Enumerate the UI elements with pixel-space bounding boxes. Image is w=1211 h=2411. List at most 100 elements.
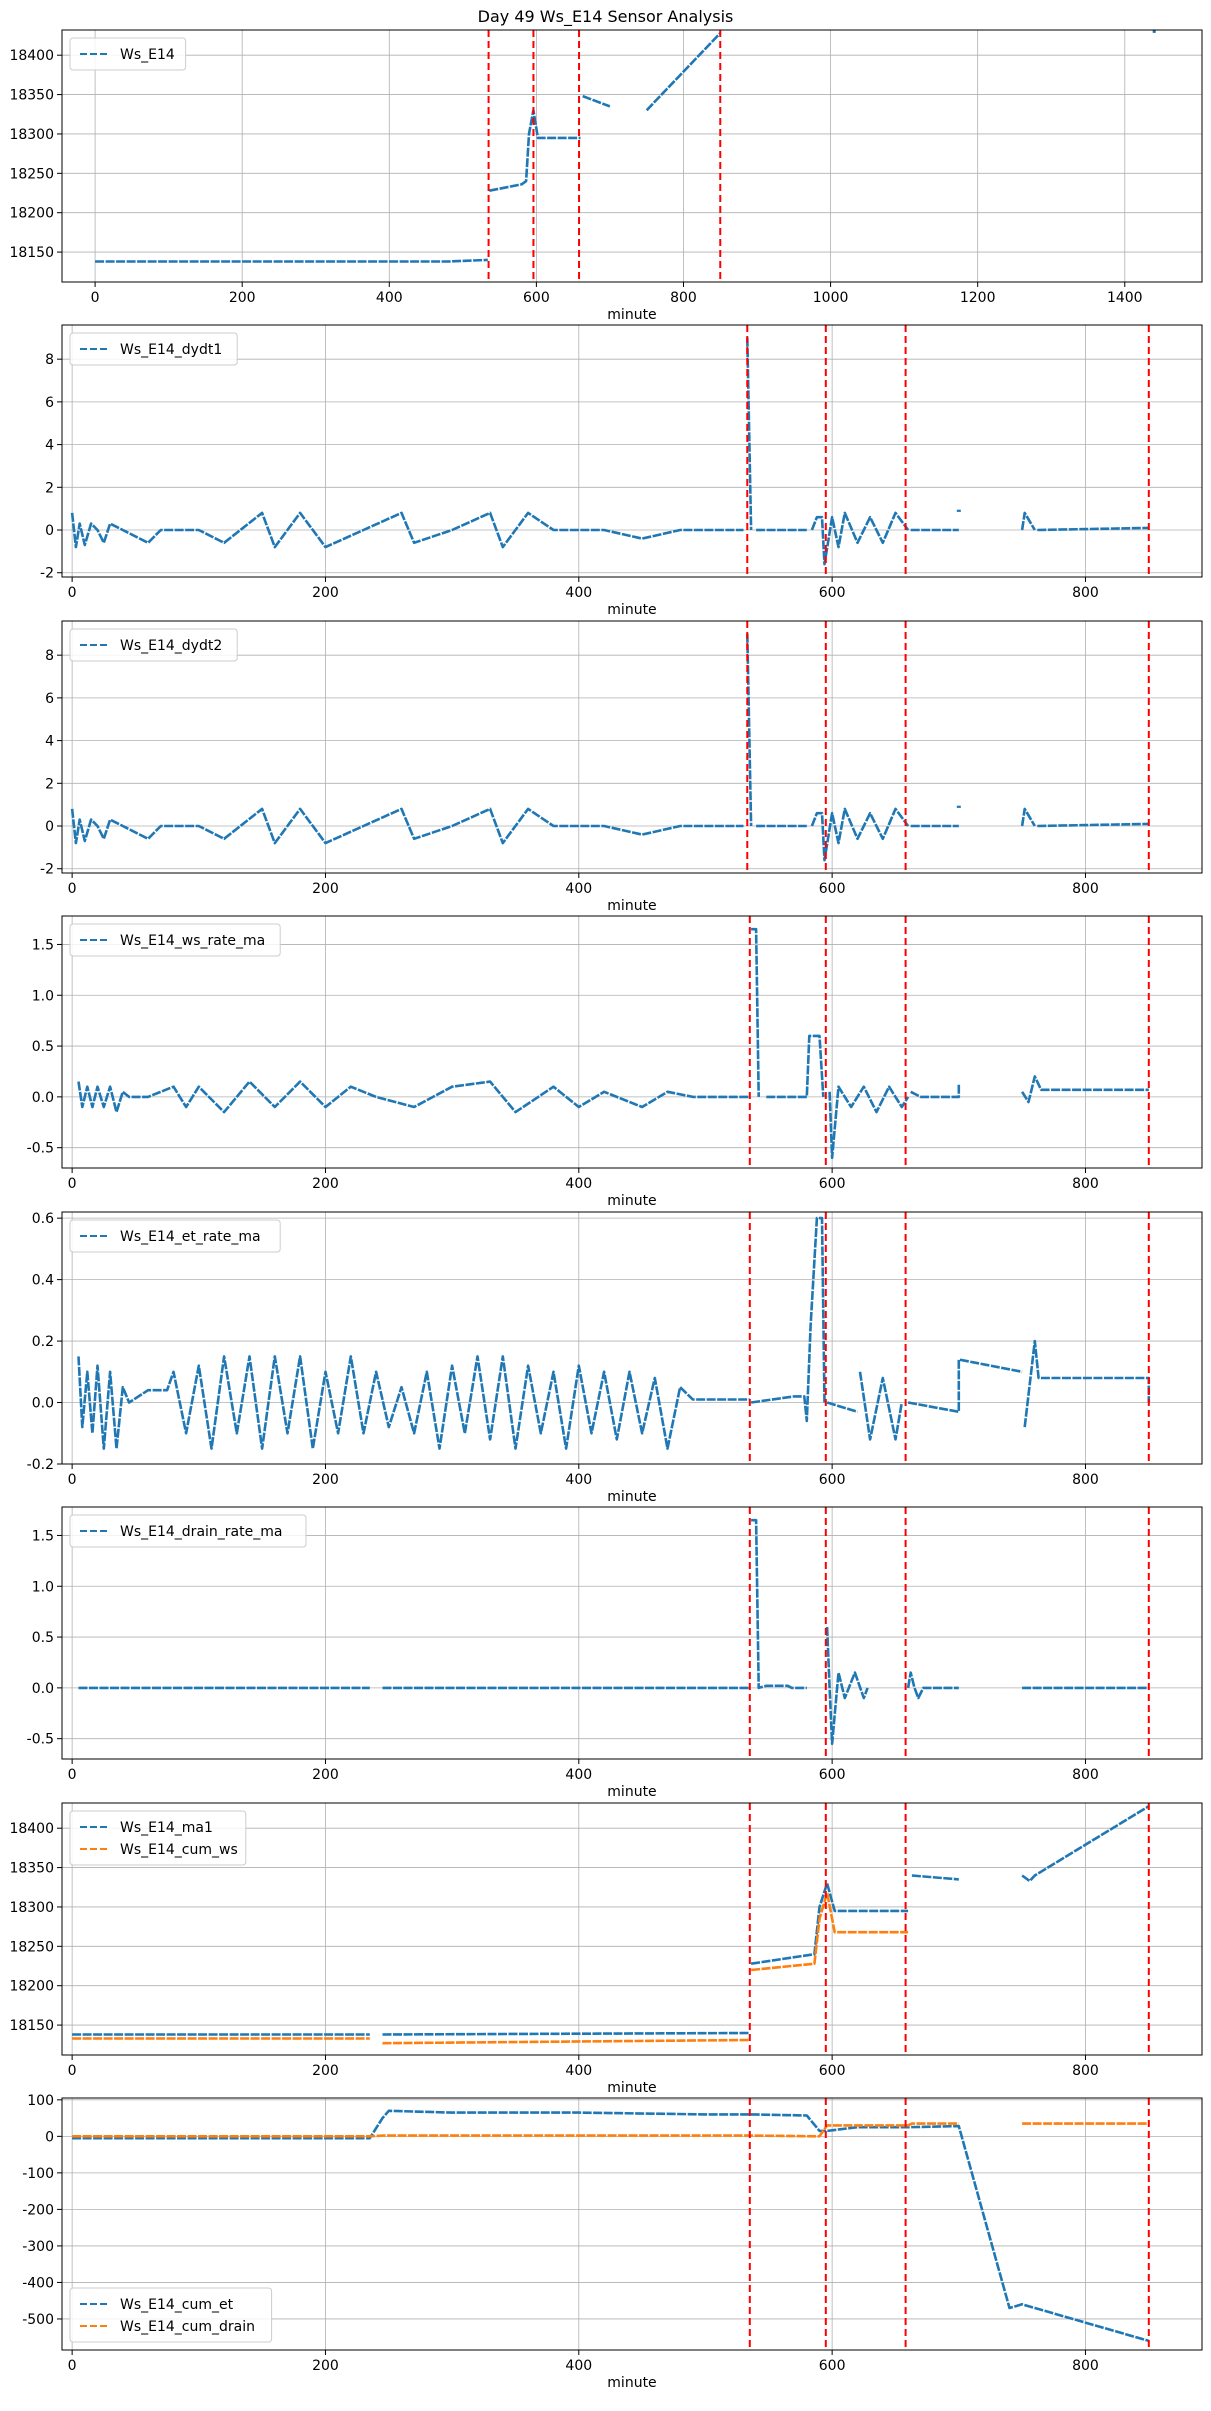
x-axis-label: minute bbox=[607, 1193, 656, 1209]
x-tick-label: 0 bbox=[68, 2063, 77, 2079]
legend: Ws_E14_dydt1 bbox=[69, 332, 238, 366]
x-tick-label: 0 bbox=[91, 290, 100, 306]
x-axis-label: minute bbox=[607, 2080, 656, 2096]
x-tick-label: 800 bbox=[1072, 2063, 1099, 2079]
y-tick-label: 0.0 bbox=[32, 1396, 54, 1412]
y-tick-label: 18400 bbox=[9, 1821, 54, 1837]
x-tick-label: 400 bbox=[565, 2063, 592, 2079]
x-tick-label: 1200 bbox=[960, 290, 996, 306]
x-tick-label: 400 bbox=[565, 585, 592, 601]
x-tick-label: 400 bbox=[565, 1176, 592, 1192]
series-1-line bbox=[858, 1371, 904, 1441]
y-tick-label: 0.5 bbox=[32, 1039, 54, 1055]
series-1-line bbox=[906, 1671, 959, 1700]
x-tick-label: 800 bbox=[1072, 2358, 1099, 2374]
y-tick-label: 0 bbox=[45, 819, 54, 835]
legend-box bbox=[69, 628, 238, 662]
legend-label: Ws_E14_cum_ws bbox=[120, 1842, 238, 1858]
y-tick-label: 100 bbox=[27, 2093, 54, 2109]
x-axis-label: minute bbox=[607, 1784, 656, 1800]
x-tick-label: 200 bbox=[312, 585, 339, 601]
panel-4: 0 200 400 600 800 -0.5 0.0 0.5 1.0 1.5 minute Ws_E1… bbox=[27, 915, 1203, 1209]
series-1-line bbox=[489, 109, 581, 192]
series-1-line bbox=[751, 927, 760, 1097]
series-1-line bbox=[77, 1080, 750, 1114]
y-tick-label: 0.0 bbox=[32, 1681, 54, 1697]
x-tick-label: 0 bbox=[68, 881, 77, 897]
panels: 0 200 400 600 800 1000 1200 1400181501820018250… bbox=[9, 29, 1203, 2391]
y-tick-label: 4 bbox=[45, 438, 54, 454]
y-tick-label: 1.0 bbox=[32, 988, 54, 1004]
legend-box bbox=[69, 37, 187, 71]
axes-frame bbox=[61, 2097, 1203, 2351]
x-tick-label: 200 bbox=[312, 881, 339, 897]
panel-7: 0 200 400 600 800 18150 18200 18250 18300 18350 18… bbox=[9, 1802, 1203, 2096]
series-1-line bbox=[95, 258, 488, 263]
axes-frame bbox=[61, 29, 1203, 283]
y-tick-label: -0.2 bbox=[27, 1457, 54, 1473]
series-1-line bbox=[810, 511, 910, 566]
axes-frame bbox=[61, 620, 1203, 874]
y-tick-label: 8 bbox=[45, 648, 54, 664]
series-1-line bbox=[72, 2109, 1150, 2343]
x-axis-label: minute bbox=[607, 2375, 656, 2391]
legend: Ws_E14_ma1 Ws_E14_cum_ws bbox=[69, 1810, 247, 1866]
panel-8: 0 200 400 600 800 -500 -400 -300 -200 -100 0 100 min… bbox=[22, 2093, 1203, 2391]
legend-label: Ws_E14 bbox=[120, 47, 175, 63]
y-tick-label: -300 bbox=[22, 2239, 54, 2255]
series-1-line bbox=[750, 1882, 909, 1965]
y-tick-label: 18300 bbox=[9, 1900, 54, 1916]
legend: Ws_E14_et_rate_ma bbox=[69, 1219, 281, 1253]
series-1-line bbox=[1023, 1339, 1151, 1428]
x-tick-label: 800 bbox=[1072, 1767, 1099, 1783]
series-1-line bbox=[1020, 807, 1036, 827]
series-1-line bbox=[70, 807, 744, 845]
y-tick-label: -0.5 bbox=[27, 1732, 54, 1748]
y-tick-label: 0.5 bbox=[32, 1630, 54, 1646]
x-tick-label: 400 bbox=[565, 1767, 592, 1783]
x-tick-label: 600 bbox=[819, 881, 846, 897]
x-tick-label: 200 bbox=[229, 290, 256, 306]
y-tick-label: 1.5 bbox=[32, 1528, 54, 1544]
x-tick-label: 200 bbox=[312, 2358, 339, 2374]
x-tick-label: 600 bbox=[819, 1472, 846, 1488]
y-tick-label: 18350 bbox=[9, 88, 54, 104]
x-tick-label: 800 bbox=[1072, 1176, 1099, 1192]
y-tick-label: 0.4 bbox=[32, 1273, 54, 1289]
series-1-line bbox=[750, 1216, 826, 1423]
x-tick-label: 400 bbox=[565, 1472, 592, 1488]
y-tick-label: -400 bbox=[22, 2275, 54, 2291]
x-tick-label: 0 bbox=[68, 2358, 77, 2374]
axes-frame bbox=[61, 1211, 1203, 1465]
x-tick-label: 600 bbox=[819, 1176, 846, 1192]
y-tick-label: 18400 bbox=[9, 48, 54, 64]
series-2-line bbox=[750, 1891, 909, 1972]
y-tick-label: -100 bbox=[22, 2166, 54, 2182]
series-1-line bbox=[645, 32, 722, 112]
x-tick-label: 200 bbox=[312, 1472, 339, 1488]
series-1-line bbox=[828, 1085, 910, 1160]
x-tick-label: 0 bbox=[68, 1176, 77, 1192]
legend: Ws_E14 bbox=[69, 37, 187, 71]
legend: Ws_E14_drain_rate_ma bbox=[69, 1514, 307, 1548]
y-tick-label: 6 bbox=[45, 395, 54, 411]
y-tick-label: 0 bbox=[45, 523, 54, 539]
legend-label: Ws_E14_drain_rate_ma bbox=[120, 1524, 282, 1540]
series-1-line bbox=[751, 1518, 807, 1690]
y-tick-label: 6 bbox=[45, 691, 54, 707]
panel-5: 0 200 400 600 800 -0.2 0.0 0.2 0.4 0.6 minute Ws_E1… bbox=[27, 1211, 1203, 1505]
y-tick-label: 4 bbox=[45, 734, 54, 750]
x-tick-label: 600 bbox=[819, 2063, 846, 2079]
panel-6: 0 200 400 600 800 -0.5 0.0 0.5 1.0 1.5 minute Ws_E1… bbox=[27, 1506, 1203, 1800]
axes-frame bbox=[61, 915, 1203, 1169]
x-axis-label: minute bbox=[607, 307, 656, 323]
series-1-line bbox=[1020, 511, 1036, 531]
x-axis-label: minute bbox=[607, 1489, 656, 1505]
series-1-line bbox=[1037, 526, 1149, 532]
y-tick-label: 0.6 bbox=[32, 1211, 54, 1227]
x-tick-label: 1000 bbox=[813, 290, 849, 306]
plot-area bbox=[72, 1805, 1150, 2045]
x-tick-label: 600 bbox=[523, 290, 550, 306]
x-axis-label: minute bbox=[607, 898, 656, 914]
series-1-line bbox=[77, 1355, 750, 1450]
